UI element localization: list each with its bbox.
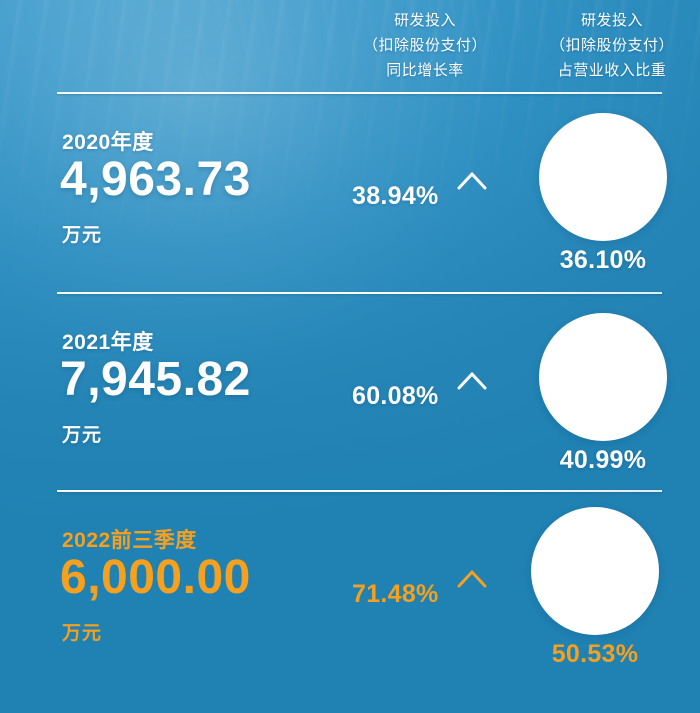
data-row: 2022前三季度 6,000.00 万元 71.48% (0, 494, 700, 692)
row-period-label: 2022前三季度 (62, 529, 197, 552)
ratio-circle-indicator (539, 313, 667, 441)
up-arrow-icon (457, 172, 487, 222)
row-ratio-value: 40.99% (559, 446, 647, 474)
divider-line-1 (57, 92, 662, 94)
row-amount-unit: 万元 (62, 425, 103, 446)
row-period-label: 2020年度 (62, 131, 154, 154)
ratio-circle-indicator (539, 113, 667, 241)
data-row: 2020年度 4,963.73 万元 38.94% (0, 96, 700, 294)
divider-line-2 (57, 292, 662, 294)
row-ratio-cell: 50.53% (512, 498, 682, 678)
row-period-label: 2021年度 (62, 331, 154, 354)
row-amount-unit: 万元 (62, 623, 103, 644)
row-growth-cell: 71.48% (352, 566, 512, 622)
up-arrow-icon (457, 372, 487, 422)
row-amount-value: 7,945.82 (60, 353, 251, 406)
ratio-header-line2: （扣除股份支付） (549, 37, 674, 54)
row-amount-value: 6,000.00 (60, 551, 251, 604)
data-row: 2021年度 7,945.82 万元 60.08% (0, 296, 700, 494)
row-growth-cell: 60.08% (352, 368, 512, 424)
growth-header-line1: 研发投入 (393, 12, 456, 29)
column-header-growth-rate: 研发投入 （扣除股份支付） 同比增长率 (352, 8, 498, 83)
row-growth-value: 71.48% (352, 579, 439, 608)
up-arrow-icon (457, 570, 487, 620)
column-header-revenue-ratio: 研发投入 （扣除股份支付） 占营业收入比重 (537, 8, 687, 83)
row-growth-value: 60.08% (352, 381, 439, 410)
row-amount-unit: 万元 (62, 225, 103, 246)
column-headers: 研发投入 （扣除股份支付） 同比增长率 研发投入 （扣除股份支付） 占营业收入比… (0, 8, 700, 86)
row-growth-cell: 38.94% (352, 168, 512, 224)
row-ratio-value: 36.10% (559, 246, 647, 274)
growth-header-line2: （扣除股份支付） (362, 37, 487, 54)
divider-line-3 (57, 490, 662, 492)
growth-header-line3: 同比增长率 (386, 62, 464, 79)
row-ratio-cell: 40.99% (520, 304, 690, 484)
ratio-header-line1: 研发投入 (580, 12, 643, 29)
row-amount-value: 4,963.73 (60, 153, 251, 206)
ratio-header-line3: 占营业收入比重 (557, 62, 667, 79)
ratio-circle-indicator (531, 507, 659, 635)
row-growth-value: 38.94% (352, 181, 439, 210)
row-ratio-cell: 36.10% (520, 104, 690, 284)
row-ratio-value: 50.53% (551, 640, 639, 668)
